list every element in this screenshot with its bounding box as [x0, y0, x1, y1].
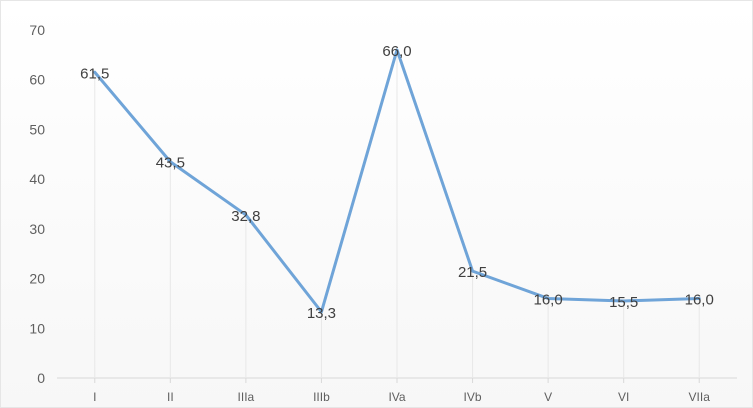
x-tick-label-VIIa: VIIa — [689, 390, 711, 404]
x-tick-label-IIIb: IIIb — [313, 390, 330, 404]
series-group — [93, 48, 701, 314]
y-axis: 0 10 20 30 40 50 60 70 — [29, 22, 45, 386]
x-tick-label-IVb: IVb — [464, 390, 482, 404]
data-label-IVb: 21,5 — [458, 264, 487, 281]
y-tick-label-50: 50 — [29, 121, 45, 137]
data-label-IIIb: 13,3 — [307, 305, 336, 322]
data-label-VIIa: 16,0 — [685, 291, 714, 308]
x-tick-label-IVa: IVa — [388, 390, 405, 404]
y-tick-label-10: 10 — [29, 320, 45, 336]
x-tick-label-V: V — [544, 390, 552, 404]
series-line — [93, 48, 701, 314]
data-label-VI: 15,5 — [609, 294, 638, 311]
x-tick-label-II: II — [167, 390, 174, 404]
data-label-IIIa: 32,8 — [231, 208, 260, 225]
y-tick-label-70: 70 — [29, 22, 45, 38]
data-labels: 61,5 43,5 32,8 13,3 66,0 21,5 16,0 15,5 16,0 — [80, 43, 714, 322]
y-tick-label-0: 0 — [37, 370, 45, 386]
x-tick-label-VI: VI — [618, 390, 629, 404]
y-tick-label-30: 30 — [29, 221, 45, 237]
data-label-II: 43,5 — [156, 155, 185, 172]
x-tick-label-I: I — [93, 390, 96, 404]
y-tick-label-60: 60 — [29, 72, 45, 88]
data-label-V: 16,0 — [534, 291, 563, 308]
data-label-I: 61,5 — [80, 65, 109, 82]
y-tick-label-20: 20 — [29, 271, 45, 287]
x-tick-label-IIIa: IIIa — [238, 390, 255, 404]
x-axis: I II IIIa IIIb IVa IVb V VI VIIa — [57, 377, 737, 404]
y-tick-label-40: 40 — [29, 171, 45, 187]
drop-lines — [94, 49, 700, 378]
data-label-IVa: 66,0 — [382, 43, 411, 60]
